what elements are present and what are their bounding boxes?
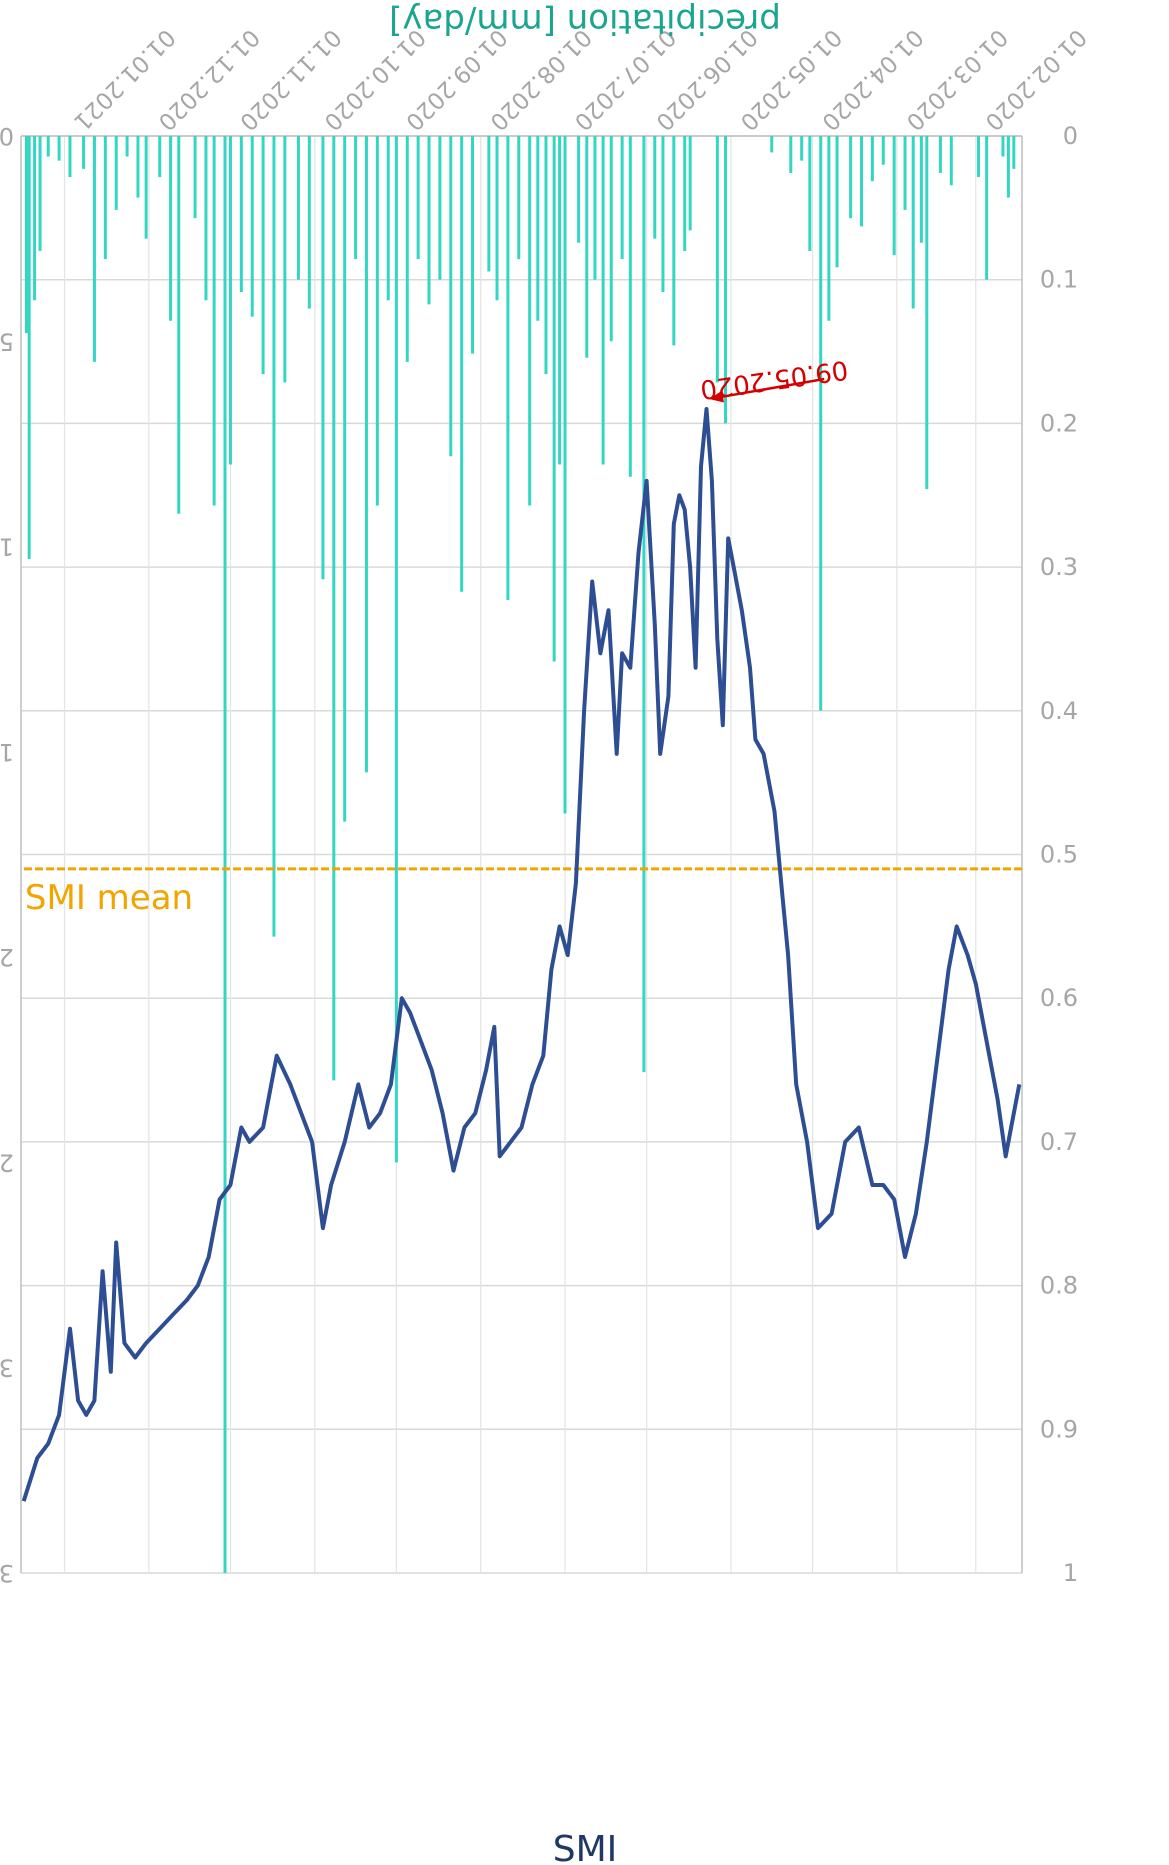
- annotation-arrow: [717, 377, 825, 399]
- y-tick-label: 0.8: [1040, 1272, 1078, 1300]
- y-tick-label: 0.1: [1040, 266, 1078, 294]
- y-tick-label: 0.6: [1040, 984, 1078, 1012]
- annotation-label: 09.05.2020: [698, 354, 850, 404]
- y-tick-label: 0.9: [1040, 1415, 1078, 1443]
- precipitation-bars: [24, 136, 1016, 1573]
- smi-series-line: [21, 407, 1022, 1502]
- y2-axis-tick-labels: 0 5 10 15 20 25 30 35: [0, 122, 14, 1587]
- y-tick-label: 1: [1063, 1559, 1078, 1587]
- annotation-arrowhead: [709, 390, 725, 403]
- y2-tick-label: 15: [0, 738, 14, 766]
- y-tick-label: 0.7: [1040, 1128, 1078, 1156]
- y2-tick-label: 0: [0, 122, 14, 150]
- y2-tick-label: 35: [0, 1559, 14, 1587]
- smi-mean-label: SMI mean: [25, 878, 193, 918]
- chart-rotated-group: SMI mean 09.05.2020 00.10.20.30.40.50.60…: [0, 1, 1091, 1865]
- grid: [20, 135, 1023, 1574]
- y2-tick-label: 30: [0, 1354, 14, 1382]
- y-axis-tick-labels: 0 0.1 0.2 0.3 0.4 0.5 0.6 0.7 0.8 0.9 1: [1040, 122, 1078, 1587]
- y2-tick-label: 5: [0, 327, 14, 355]
- y-tick-label: 0: [1063, 122, 1078, 150]
- y-tick-label: 0.4: [1040, 697, 1078, 725]
- y2-tick-label: 20: [0, 943, 14, 971]
- y-tick-label: 0.3: [1040, 553, 1078, 581]
- y-tick-label: 0.2: [1040, 409, 1078, 437]
- y-tick-label: 0.5: [1040, 841, 1078, 869]
- y-axis-title: SMI: [553, 1829, 618, 1865]
- y2-tick-label: 25: [0, 1148, 14, 1176]
- y2-axis-title: precipitation [mm/day]: [389, 1, 781, 41]
- y2-tick-label: 10: [0, 533, 14, 561]
